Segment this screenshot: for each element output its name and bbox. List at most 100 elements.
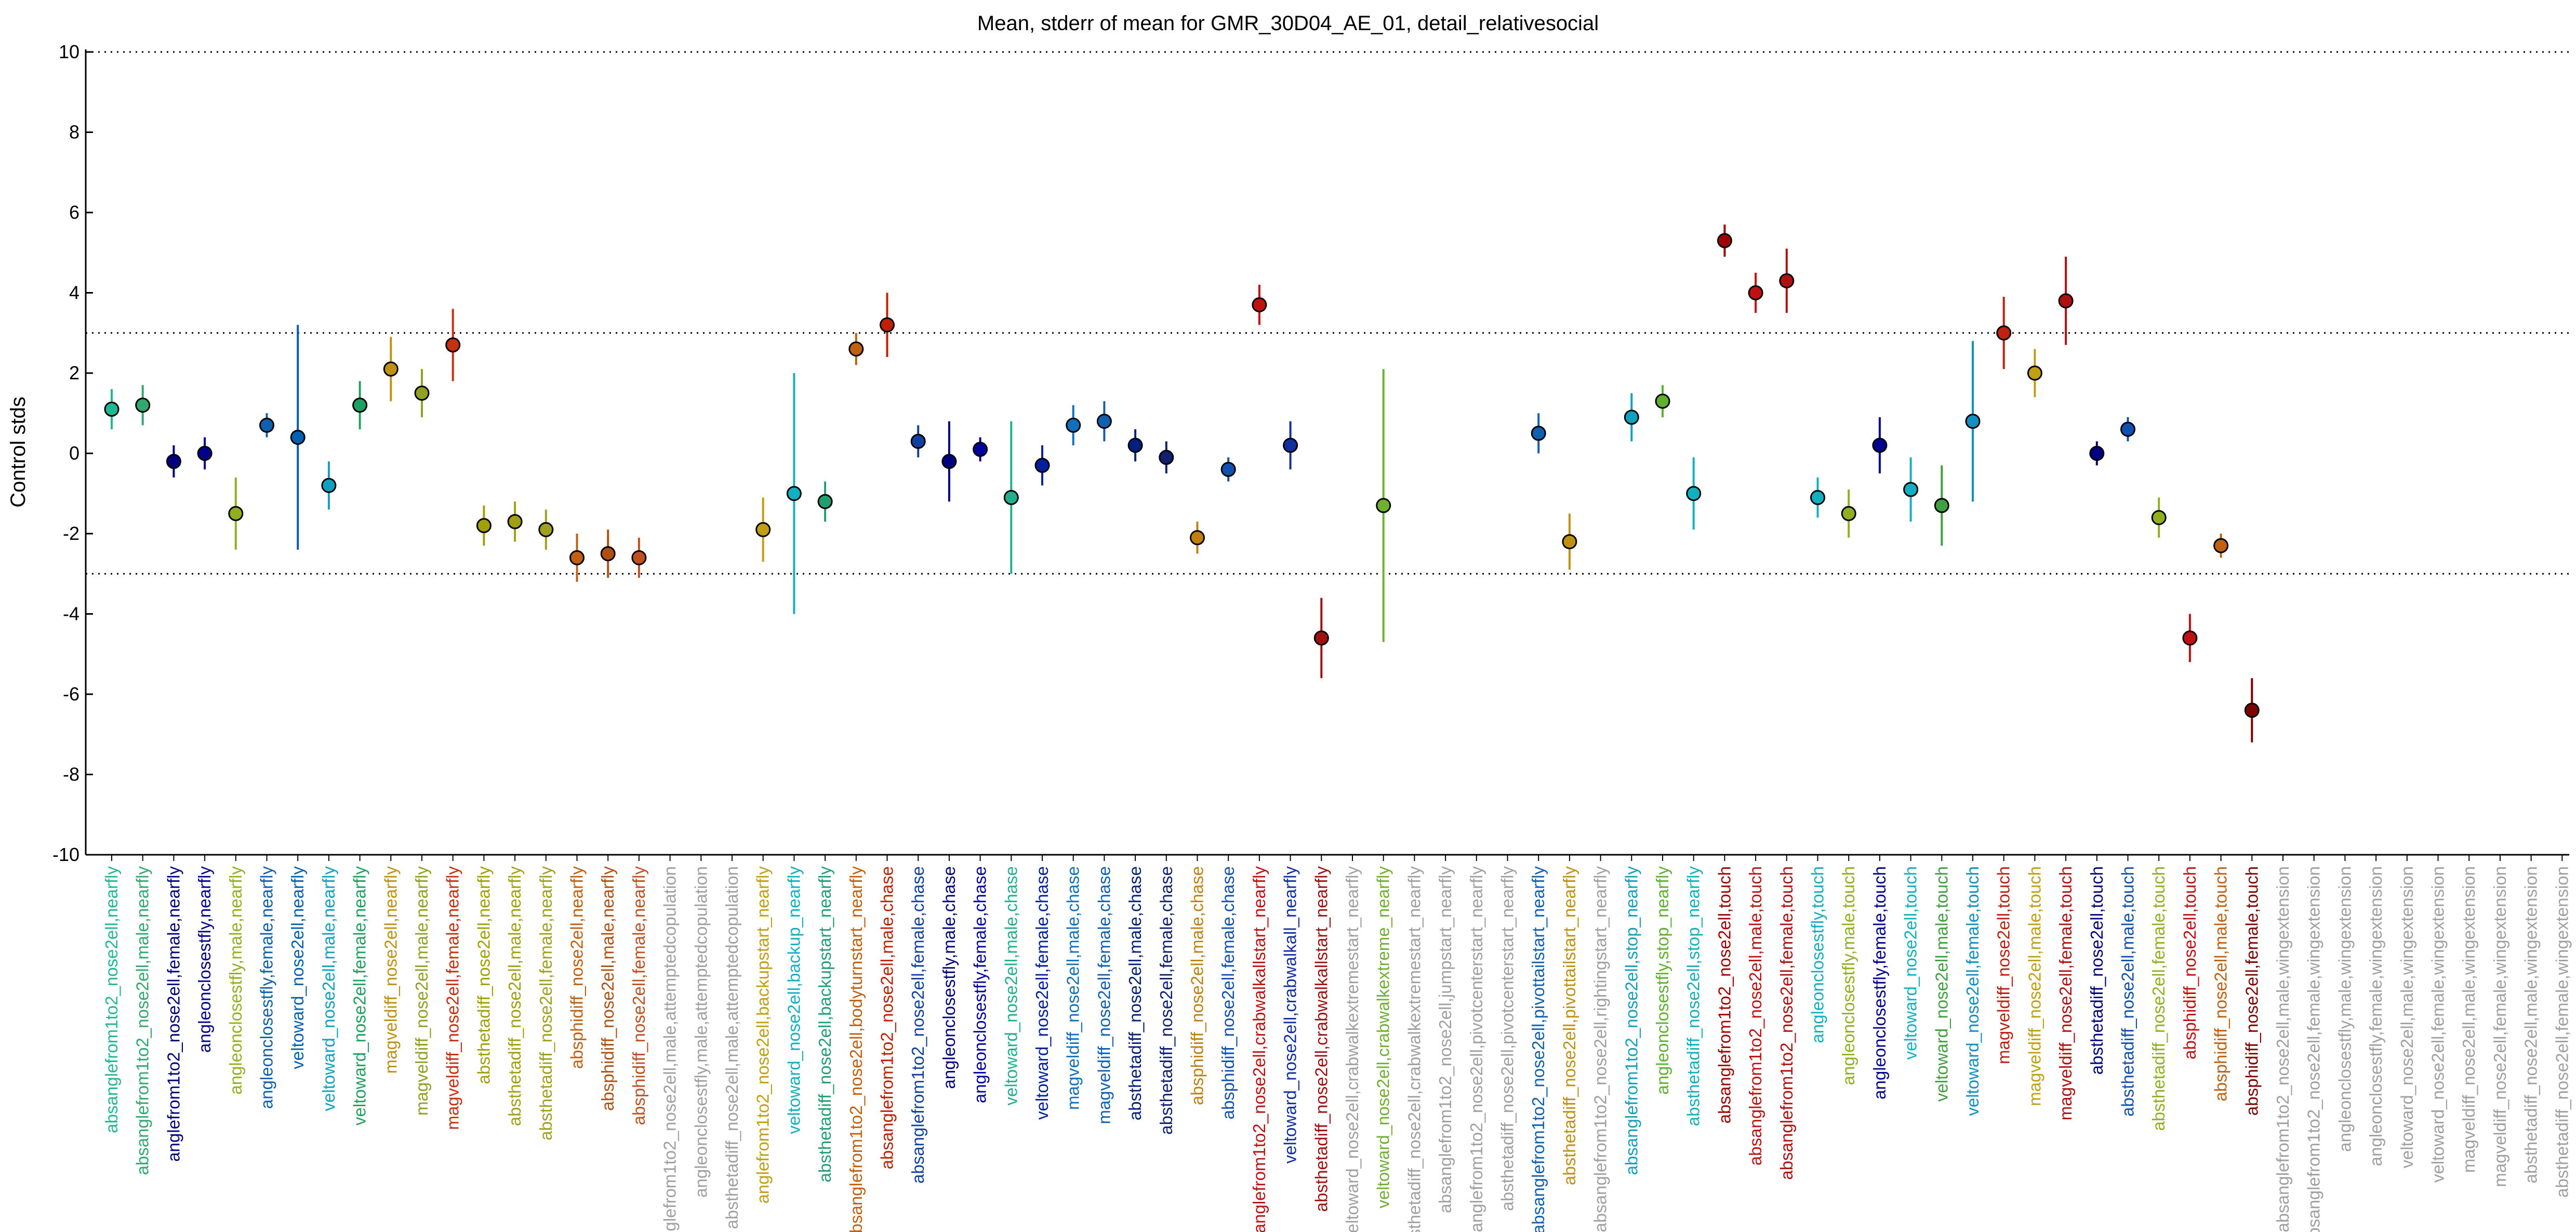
y-tick-label: 6: [69, 202, 79, 223]
data-point-group: [1841, 489, 1856, 538]
mean-marker: [1003, 489, 1019, 505]
data-point-group: [1252, 285, 1267, 325]
mean-marker: [1220, 461, 1236, 477]
data-point-group: [1531, 413, 1546, 454]
mean-marker: [1127, 438, 1143, 453]
x-tick-label: absthetadiff_nose2ell,touch: [2087, 866, 2106, 1075]
x-tick-label: veltoward_nose2ell,male,touch: [1932, 866, 1951, 1102]
mean-marker: [631, 550, 647, 565]
mean-marker: [1313, 630, 1329, 646]
x-tick-label: absphidiff_nose2ell,male,chase: [1188, 866, 1207, 1105]
x-tick-label: absthetadiff_nose2ell,stop_nearfly: [1684, 866, 1703, 1127]
x-tick-label: veltoward_nose2ell,male,wingextension: [2397, 866, 2416, 1169]
mean-marker: [538, 522, 554, 537]
x-tick-label: magveldiff_nose2ell,male,chase: [1064, 866, 1083, 1110]
mean-marker: [1283, 438, 1298, 453]
x-tick-label: absphidiff_nose2ell,male,touch: [2211, 866, 2230, 1102]
data-point-group: [538, 509, 554, 550]
x-tick-label: veltoward_nose2ell,male,chase: [1001, 866, 1020, 1105]
mean-marker: [197, 446, 213, 461]
mean-marker: [2058, 293, 2074, 309]
x-tick-label: absthetadiff_nose2ell,female,chase: [1157, 866, 1176, 1135]
data-point-group: [2120, 417, 2135, 442]
data-point-group: [197, 437, 213, 470]
x-tick-label: absanglefrom1to2_nose2ell,female,wingext…: [2304, 866, 2323, 1232]
x-tick-label: magveldiff_nose2ell,touch: [1994, 866, 2013, 1064]
x-tick-label: angleonclosestfly,touch: [1808, 866, 1827, 1043]
mean-marker: [290, 430, 306, 445]
mean-marker: [1934, 498, 1949, 513]
x-tick-label: absthetadiff_nose2ell,male,wingextension: [2521, 866, 2541, 1183]
x-tick-label: veltoward_nose2ell,female,wingextension: [2428, 866, 2448, 1183]
data-point-group: [2182, 614, 2198, 663]
mean-marker: [2120, 421, 2135, 437]
mean-marker: [166, 454, 181, 469]
y-tick-label: -6: [63, 683, 79, 705]
data-point-group: [1779, 248, 1795, 313]
x-tick-label: magveldiff_nose2ell,female,chase: [1094, 866, 1113, 1124]
data-point-group: [2244, 678, 2260, 743]
mean-marker: [1531, 426, 1546, 441]
data-point-group: [1376, 369, 1391, 642]
x-tick-label: absanglefrom1to2_nose2ell,stop_nearfly: [1622, 866, 1641, 1175]
data-point-group: [786, 373, 802, 614]
x-tick-label: anglefrom1to2_nose2ell,male,attemptedcop…: [660, 866, 680, 1232]
mean-marker: [1624, 409, 1639, 425]
x-tick-label: absthetadiff_nose2ell,pivotcenterstart_n…: [1498, 866, 1517, 1211]
x-tick-label: absthetadiff_nose2ell,backupstart_nearfl…: [815, 866, 834, 1183]
mean-marker: [1190, 530, 1205, 546]
x-tick-label: angleonclosestfly,female,wingextension: [2366, 866, 2385, 1166]
mean-marker: [352, 398, 368, 413]
mean-marker: [1717, 233, 1732, 248]
data-point-group: [352, 381, 368, 430]
data-point-group: [941, 421, 957, 502]
mean-marker: [817, 494, 833, 509]
mean-marker: [507, 514, 523, 529]
y-tick-label: 8: [69, 122, 79, 143]
y-tick-label: 4: [69, 282, 79, 303]
data-point-group: [1655, 385, 1670, 417]
data-point-group: [755, 497, 771, 562]
data-point-group: [569, 534, 585, 582]
x-tick-label: angleonclosestfly,male,wingextension: [2335, 866, 2354, 1152]
mean-marker: [1096, 414, 1112, 429]
data-point-group: [1159, 441, 1174, 474]
x-tick-label: absphidiff_nose2ell,touch: [2180, 866, 2199, 1059]
x-tick-label: absanglefrom1to2_nose2ell,crabwalkallsta…: [1250, 866, 1269, 1232]
x-tick-label: angleonclosestfly,male,nearfly: [226, 866, 245, 1095]
x-tick-label: anglefrom1to2_nose2ell,female,nearfly: [164, 866, 183, 1162]
mean-marker: [973, 442, 988, 457]
x-tick-label: angleonclosestfly,nearfly: [195, 866, 214, 1053]
data-point-group: [1003, 421, 1019, 574]
data-point-group: [1190, 521, 1205, 554]
x-tick-label: angleonclosestfly,male,chase: [939, 866, 959, 1089]
x-tick-label: veltoward_nose2ell,male,nearfly: [319, 866, 338, 1111]
mean-marker: [1252, 297, 1267, 313]
data-point-group: [910, 425, 926, 458]
y-tick-label: -10: [52, 844, 79, 865]
mean-marker: [476, 518, 492, 534]
x-tick-label: angleonclosestfly,stop_nearfly: [1653, 866, 1672, 1095]
data-point-group: [414, 369, 430, 417]
x-tick-label: absanglefrom1to2_nose2ell,nearfly: [102, 866, 121, 1133]
x-tick-label: magveldiff_nose2ell,female,touch: [2056, 866, 2075, 1120]
x-tick-label: absphidiff_nose2ell,male,nearfly: [598, 866, 617, 1111]
x-tick-label: angleonclosestfly,female,chase: [971, 866, 990, 1103]
data-point-group: [1934, 465, 1949, 546]
mean-marker: [941, 454, 957, 469]
mean-marker: [1903, 482, 1919, 497]
x-tick-label: absthetadiff_nose2ell,male,touch: [2118, 866, 2137, 1117]
mean-marker: [259, 417, 274, 433]
x-tick-label: angleonclosestfly,male,attemptedcopulati…: [691, 866, 710, 1198]
x-tick-label: absanglefrom1to2_nose2ell,male,nearfly: [133, 866, 152, 1175]
data-point-group: [1965, 341, 1981, 502]
mean-marker: [228, 506, 244, 521]
mean-marker: [1686, 486, 1702, 501]
axes: [85, 49, 2569, 856]
mean-marker: [1810, 489, 1825, 505]
mean-marker: [321, 478, 337, 493]
data-point-group: [848, 333, 864, 365]
data-point-group: [321, 461, 337, 510]
data-point-group: [1096, 401, 1112, 442]
x-tick-label: angleonclosestfly,female,nearfly: [257, 866, 276, 1109]
